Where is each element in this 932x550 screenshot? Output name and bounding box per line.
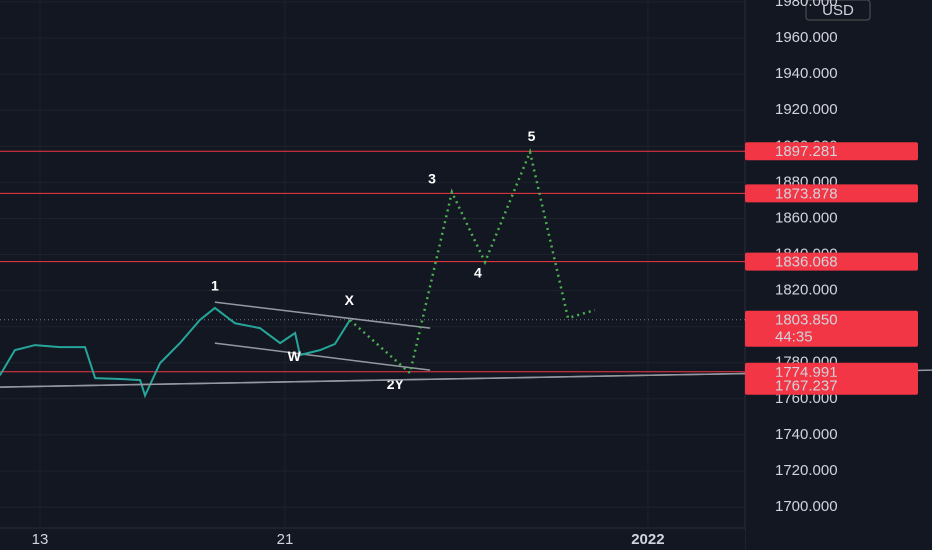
price-label-box	[745, 142, 918, 161]
trendline	[214, 342, 431, 371]
y-tick-label: 1700.000	[775, 498, 838, 515]
wave-label: 4	[474, 265, 482, 281]
current-price-box	[745, 310, 918, 347]
currency: USD	[822, 2, 854, 19]
wave-label: 5	[528, 128, 536, 144]
y-tick-label: 1980.000	[775, 0, 838, 10]
countdown: 44:35	[775, 329, 813, 346]
price-label: 1836.068	[775, 254, 838, 271]
price-label: 1873.878	[775, 185, 838, 202]
y-tick-label: 1820.000	[775, 282, 838, 299]
currency-box	[805, 0, 871, 21]
y-tick-label: 1740.000	[775, 426, 838, 443]
price-label-box	[745, 252, 918, 271]
price-label-box	[745, 184, 918, 203]
x-tick-label: 21	[277, 531, 294, 548]
y-tick-label: 1960.000	[775, 29, 838, 46]
y-tick-label: 1720.000	[775, 462, 838, 479]
price-label-box	[745, 362, 918, 381]
x-tick-label: 2022	[631, 531, 664, 548]
wave-label: 2Y	[387, 376, 405, 392]
x-tick-label: 13	[32, 531, 49, 548]
wave-label: 1	[211, 278, 219, 294]
price-axis	[746, 22, 932, 528]
wave-label: 3	[428, 171, 436, 187]
price-label: 1774.991	[775, 364, 838, 381]
projection-path	[349, 147, 596, 376]
price-label: 1767.237	[775, 378, 838, 395]
price-label: 1897.281	[775, 143, 838, 160]
current-price-label: 1803.850	[775, 312, 838, 329]
wave-label: X	[345, 292, 355, 308]
price-line	[0, 306, 351, 399]
wave-label: W	[288, 348, 302, 364]
trendline	[214, 301, 431, 329]
price-label-box	[745, 376, 918, 395]
y-tick-label: 1940.000	[775, 65, 838, 82]
time-axis	[0, 529, 745, 550]
y-tick-label: 1860.000	[775, 209, 838, 226]
y-tick-label: 1920.000	[775, 101, 838, 118]
